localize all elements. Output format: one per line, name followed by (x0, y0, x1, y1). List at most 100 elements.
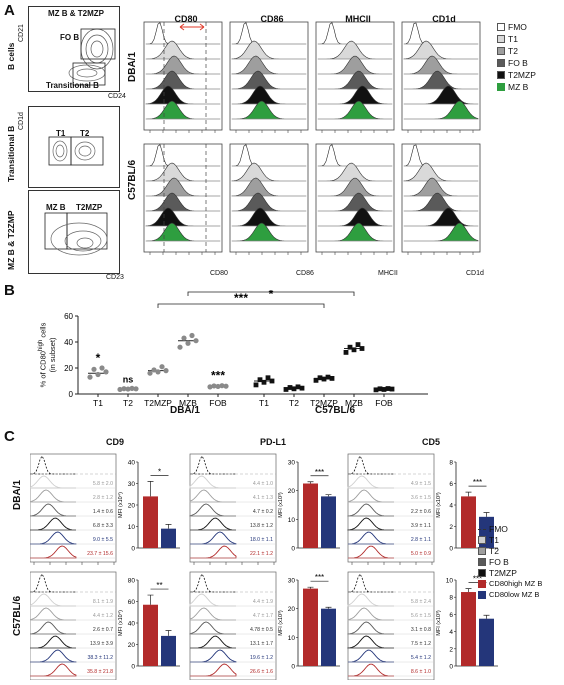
error-bar (483, 614, 490, 619)
error-bar (465, 588, 472, 593)
mfi-value-label: 4.4 ± 1.2 (93, 613, 113, 619)
sig-label: *** (315, 573, 324, 582)
data-point-c57 (355, 342, 361, 347)
col-header-cd80: CD80 (174, 14, 198, 24)
data-point-c57 (385, 386, 391, 391)
error-bar (165, 524, 172, 529)
legend-item: T2 (497, 46, 518, 56)
col-header-cd86: CD86 (260, 14, 284, 24)
bar-y-tick-label: 0 (131, 664, 135, 671)
panel-a-letter: A (4, 2, 15, 19)
data-point-dba1 (125, 386, 131, 392)
legend-swatch (497, 83, 505, 91)
data-point-c57 (291, 386, 297, 392)
row-label-dba1-c: DBA/1 (12, 479, 23, 510)
data-point-dba1 (117, 386, 123, 393)
bar-cd80-low (161, 528, 176, 548)
data-point-c57 (265, 375, 271, 381)
bar-y-tick-label: 40 (128, 621, 136, 628)
data-point-dba1 (91, 366, 97, 372)
bracket-mid (157, 303, 325, 308)
data-point-dba1 (193, 338, 199, 344)
legend-item: MZ B (497, 82, 528, 92)
bar-y-tick-label: 80 (128, 578, 136, 585)
panel-c-figure: 5.8 ± 2.0 2.8 ± 1.2 1.4 ± 0.6 6.8 ± 3.3 9.0 … (30, 453, 498, 680)
mfi-value-label: 2.8 ± 1.2 (93, 495, 113, 501)
ylabel-sup: high (38, 339, 44, 352)
data-point-dba1 (95, 371, 101, 378)
bar-y-tick-label: 8 (449, 595, 453, 602)
gating-plot-transitional (28, 106, 120, 188)
xaxis-mhcii: MHCII (378, 270, 398, 277)
bar-cd80-high (303, 483, 318, 548)
mfi-value-label: 2.6 ± 0.7 (93, 627, 113, 633)
data-point-c57 (343, 350, 349, 355)
bar-y-tick-label: 30 (128, 481, 136, 488)
bar-y-tick-label: 0 (449, 546, 453, 553)
axis-label-cd23: CD23 (106, 274, 124, 281)
data-point-c57 (329, 376, 335, 381)
panel-c-letter: C (4, 428, 15, 445)
bar-y-tick-label: 10 (128, 524, 136, 531)
mfi-value-label: 8.1 ± 1.9 (93, 599, 113, 605)
bar-y-tick-label: 6 (449, 612, 453, 619)
bar-cd80-high (143, 604, 158, 666)
data-point-c57 (321, 376, 327, 382)
bar-cd80-low (479, 618, 494, 666)
gate-label-mzb: MZ B (46, 203, 66, 212)
mfi-value-label: 26.6 ± 1.6 (250, 669, 273, 675)
gating-contour-transitional (48, 136, 104, 166)
bar-y-tick-label: 40 (128, 460, 136, 467)
data-point-c57 (359, 346, 365, 351)
mfi-value-label: 13.9 ± 3.9 (90, 641, 113, 647)
bar-y-label: MFI (x10³) (436, 492, 442, 518)
mfi-value-label: 9.0 ± 5.5 (93, 537, 113, 543)
mfi-value-label: 7.5 ± 1.2 (411, 641, 431, 647)
x-tick-label: T2 (289, 398, 299, 408)
mfi-value-label: 35.8 ± 21.8 (87, 669, 113, 675)
data-point-dba1 (151, 367, 157, 373)
bar-y-tick-label: 20 (288, 606, 296, 613)
data-point-dba1 (189, 332, 195, 339)
data-point-c57 (351, 347, 357, 353)
gating-contour-bcells (68, 28, 116, 86)
gate-label-t2: T2 (80, 129, 90, 138)
row-label-dba1-a: DBA/1 (127, 51, 138, 82)
x-tick-label: FOB (375, 398, 393, 408)
error-bar (483, 512, 490, 517)
legend-item: FMO (497, 22, 527, 32)
histogram-frame (143, 21, 223, 131)
significance-label: * (96, 351, 101, 365)
histogram-frame (189, 453, 277, 563)
bar-cd80-low (321, 496, 336, 548)
mfi-value-label: 22.1 ± 1.2 (250, 551, 273, 557)
x-tick-label: T1 (93, 398, 103, 408)
data-point-c57 (317, 375, 323, 381)
legend-item: CD80high MZ B (478, 579, 542, 588)
data-point-c57 (283, 387, 289, 392)
legend-swatch (478, 590, 486, 599)
mfi-value-label: 4.7 ± 1.7 (253, 613, 273, 619)
data-point-c57 (257, 377, 263, 383)
gate-label-transitional: Transitional B (46, 81, 99, 90)
data-point-c57 (377, 386, 383, 392)
xaxis-cd1d: CD1d (466, 270, 484, 277)
ylabel-part: cells (38, 322, 48, 340)
xaxis-cd80: CD80 (210, 270, 228, 277)
mfi-value-label: 5.6 ± 1.5 (411, 613, 431, 619)
legend-item: T2 (478, 546, 499, 556)
mfi-value-label: 23.7 ± 15.6 (87, 551, 113, 557)
data-point-c57 (313, 377, 319, 383)
legend-swatch (478, 558, 486, 566)
legend-swatch (497, 35, 505, 43)
bar-y-tick-label: 10 (288, 635, 296, 642)
data-point-c57 (287, 385, 293, 390)
gate-label-t1: T1 (56, 129, 66, 138)
sig-label: *** (473, 478, 482, 487)
mfi-value-label: 5.8 ± 2.4 (411, 599, 431, 605)
data-point-dba1 (163, 368, 169, 374)
bar-y-tick-label: 60 (128, 599, 136, 606)
bar-y-tick-label: 6 (449, 481, 453, 488)
data-point-dba1 (155, 369, 161, 375)
data-point-dba1 (147, 370, 153, 376)
